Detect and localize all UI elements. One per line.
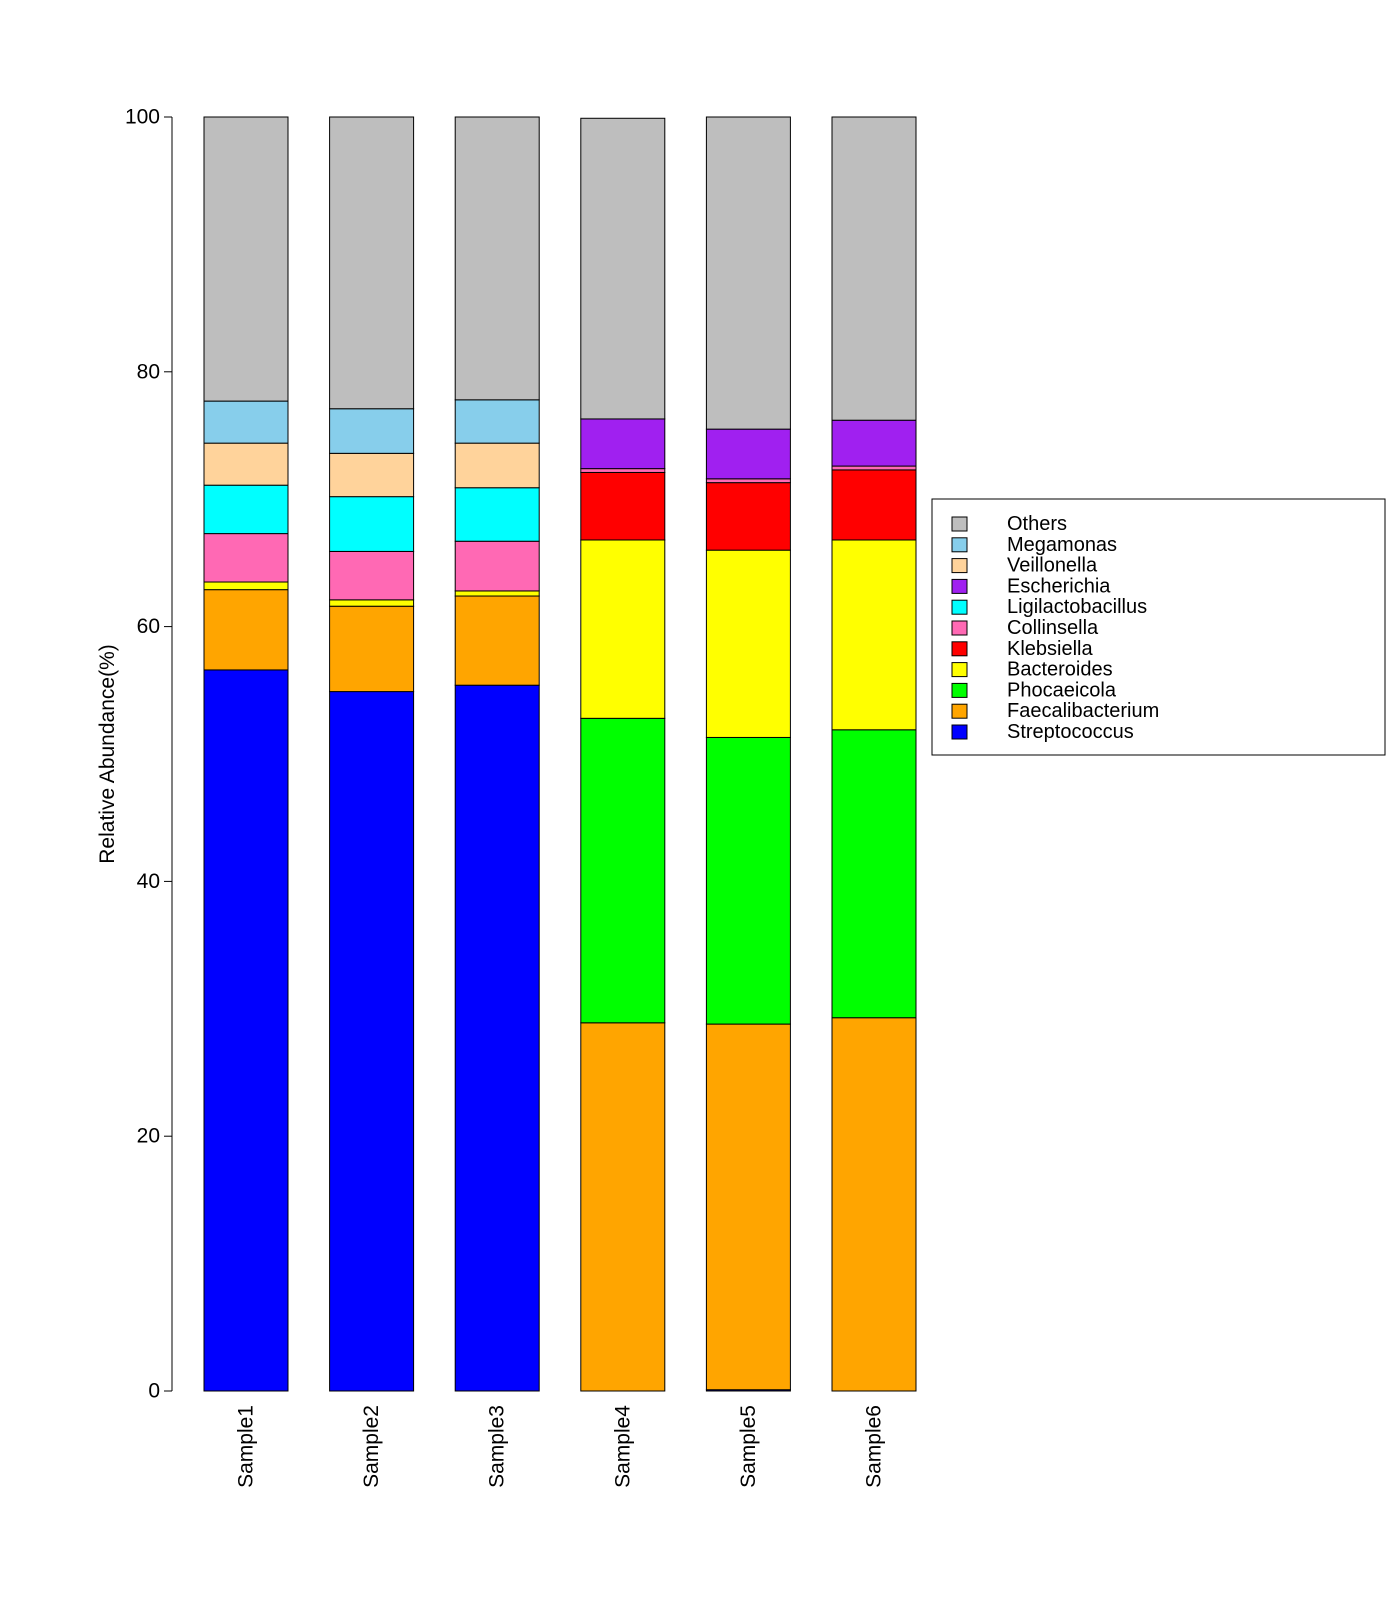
bar-segment-bacteroides	[580, 539, 666, 719]
legend-label: Klebsiella	[1007, 638, 1093, 660]
bar-segment-bacteroides	[203, 581, 289, 591]
bar-segment-streptococcus	[203, 669, 289, 1392]
legend-label: Others	[1007, 513, 1067, 535]
legend-label: Collinsella	[1007, 617, 1099, 639]
y-tick-label: 100	[125, 106, 160, 129]
legend: OthersMegamonasVeillonellaEscherichiaLig…	[931, 498, 1386, 756]
y-tick-label: 20	[137, 1125, 160, 1148]
legend-swatch-bacteroides	[951, 662, 968, 678]
bar-segment-collinsella	[329, 550, 415, 601]
legend-swatch-streptococcus	[951, 724, 968, 740]
bar-segment-others	[454, 116, 540, 401]
legend-swatch-phocaeicola	[951, 682, 968, 698]
bar-segment-bacteroides	[831, 539, 917, 731]
bar-segment-others	[580, 117, 666, 420]
bar-segment-collinsella	[203, 533, 289, 583]
bar-segment-others	[203, 116, 289, 402]
bar-segment-faecalibacterium	[454, 595, 540, 686]
bar-segment-faecalibacterium	[329, 605, 415, 693]
y-axis-title: Relative Abundance(%)	[96, 644, 119, 863]
bar-segment-megamonas	[203, 400, 289, 444]
bar-segment-phocaeicola	[580, 717, 666, 1024]
bar-segment-others	[831, 116, 917, 421]
bar-stack-sample1	[203, 116, 289, 1392]
bar-segment-ligilactobacillus	[203, 484, 289, 535]
bar-segment-ligilactobacillus	[329, 496, 415, 552]
x-tick-label: Sample6	[863, 1405, 886, 1488]
legend-swatch-collinsella	[951, 620, 968, 636]
legend-label: Faecalibacterium	[1007, 700, 1159, 722]
bar-stack-sample4	[580, 117, 666, 1392]
bar-segment-phocaeicola	[831, 729, 917, 1019]
bar-segment-others	[329, 116, 415, 410]
x-tick-label: Sample4	[611, 1405, 634, 1488]
bar-segment-collinsella	[831, 465, 917, 471]
bar-segment-faecalibacterium	[203, 589, 289, 671]
legend-label: Megamonas	[1007, 534, 1117, 556]
y-tick-label: 40	[137, 870, 160, 893]
x-tick-labels: Sample1 Sample2 Sample3 Sample4 Sample5 Sampl…	[235, 1405, 886, 1488]
x-tick-label: Sample3	[486, 1405, 509, 1488]
bar-segment-klebsiella	[580, 471, 666, 541]
bar-segment-collinsella	[580, 468, 666, 473]
bar-segment-escherichia	[580, 418, 666, 470]
legend-label: Ligilactobacillus	[1007, 596, 1147, 618]
bar-segment-phocaeicola	[705, 736, 791, 1025]
bar-stack-sample5	[705, 116, 791, 1392]
y-tick-label: 60	[137, 615, 160, 638]
y-axis: 0 20 40 60 80 100	[125, 106, 173, 1403]
bar-segment-bacteroides	[329, 599, 415, 607]
legend-swatch-faecalibacterium	[951, 703, 968, 719]
bar-segment-bacteroides	[454, 590, 540, 597]
bar-segment-faecalibacterium	[580, 1022, 666, 1392]
bar-stack-sample6	[831, 116, 917, 1392]
bar-segment-veillonella	[454, 442, 540, 489]
bar-segment-streptococcus	[329, 691, 415, 1392]
bar-segment-faecalibacterium	[831, 1017, 917, 1392]
legend-swatch-megamonas	[951, 537, 968, 553]
legend-swatch-veillonella	[951, 558, 968, 574]
bar-segment-veillonella	[203, 442, 289, 486]
y-tick-label: 0	[148, 1380, 160, 1403]
legend-label: Veillonella	[1007, 555, 1098, 577]
legend-swatch-klebsiella	[951, 641, 968, 657]
bar-segment-ligilactobacillus	[454, 487, 540, 542]
bar-segment-collinsella	[705, 478, 791, 484]
bar-segment-escherichia	[705, 428, 791, 480]
bar-segment-klebsiella	[831, 469, 917, 541]
bar-segment-escherichia	[831, 419, 917, 467]
y-tick-label: 80	[137, 360, 160, 383]
legend-swatch-others	[951, 516, 968, 532]
x-tick-label: Sample1	[235, 1405, 258, 1488]
legend-label: Bacteroides	[1007, 659, 1113, 681]
legend-swatch-escherichia	[951, 578, 968, 594]
bar-segment-bacteroides	[705, 549, 791, 738]
bar-stack-sample2	[329, 116, 415, 1392]
bar-stack-sample3	[454, 116, 540, 1392]
x-tick-label: Sample2	[360, 1405, 383, 1488]
x-tick-label: Sample5	[737, 1405, 760, 1488]
bar-segment-megamonas	[454, 399, 540, 444]
legend-swatch-ligilactobacillus	[951, 599, 968, 615]
bar-segment-streptococcus	[454, 684, 540, 1392]
bar-segment-megamonas	[329, 408, 415, 454]
bar-segment-collinsella	[454, 540, 540, 592]
bar-segment-others	[705, 116, 791, 430]
bar-segment-faecalibacterium	[705, 1023, 791, 1391]
legend-label: Phocaeicola	[1007, 679, 1117, 701]
bar-segment-klebsiella	[705, 482, 791, 551]
legend-label: Streptococcus	[1007, 721, 1134, 743]
bars	[203, 116, 917, 1392]
bar-segment-veillonella	[329, 452, 415, 498]
legend-box	[931, 498, 1386, 756]
legend-label: Escherichia	[1007, 575, 1111, 597]
